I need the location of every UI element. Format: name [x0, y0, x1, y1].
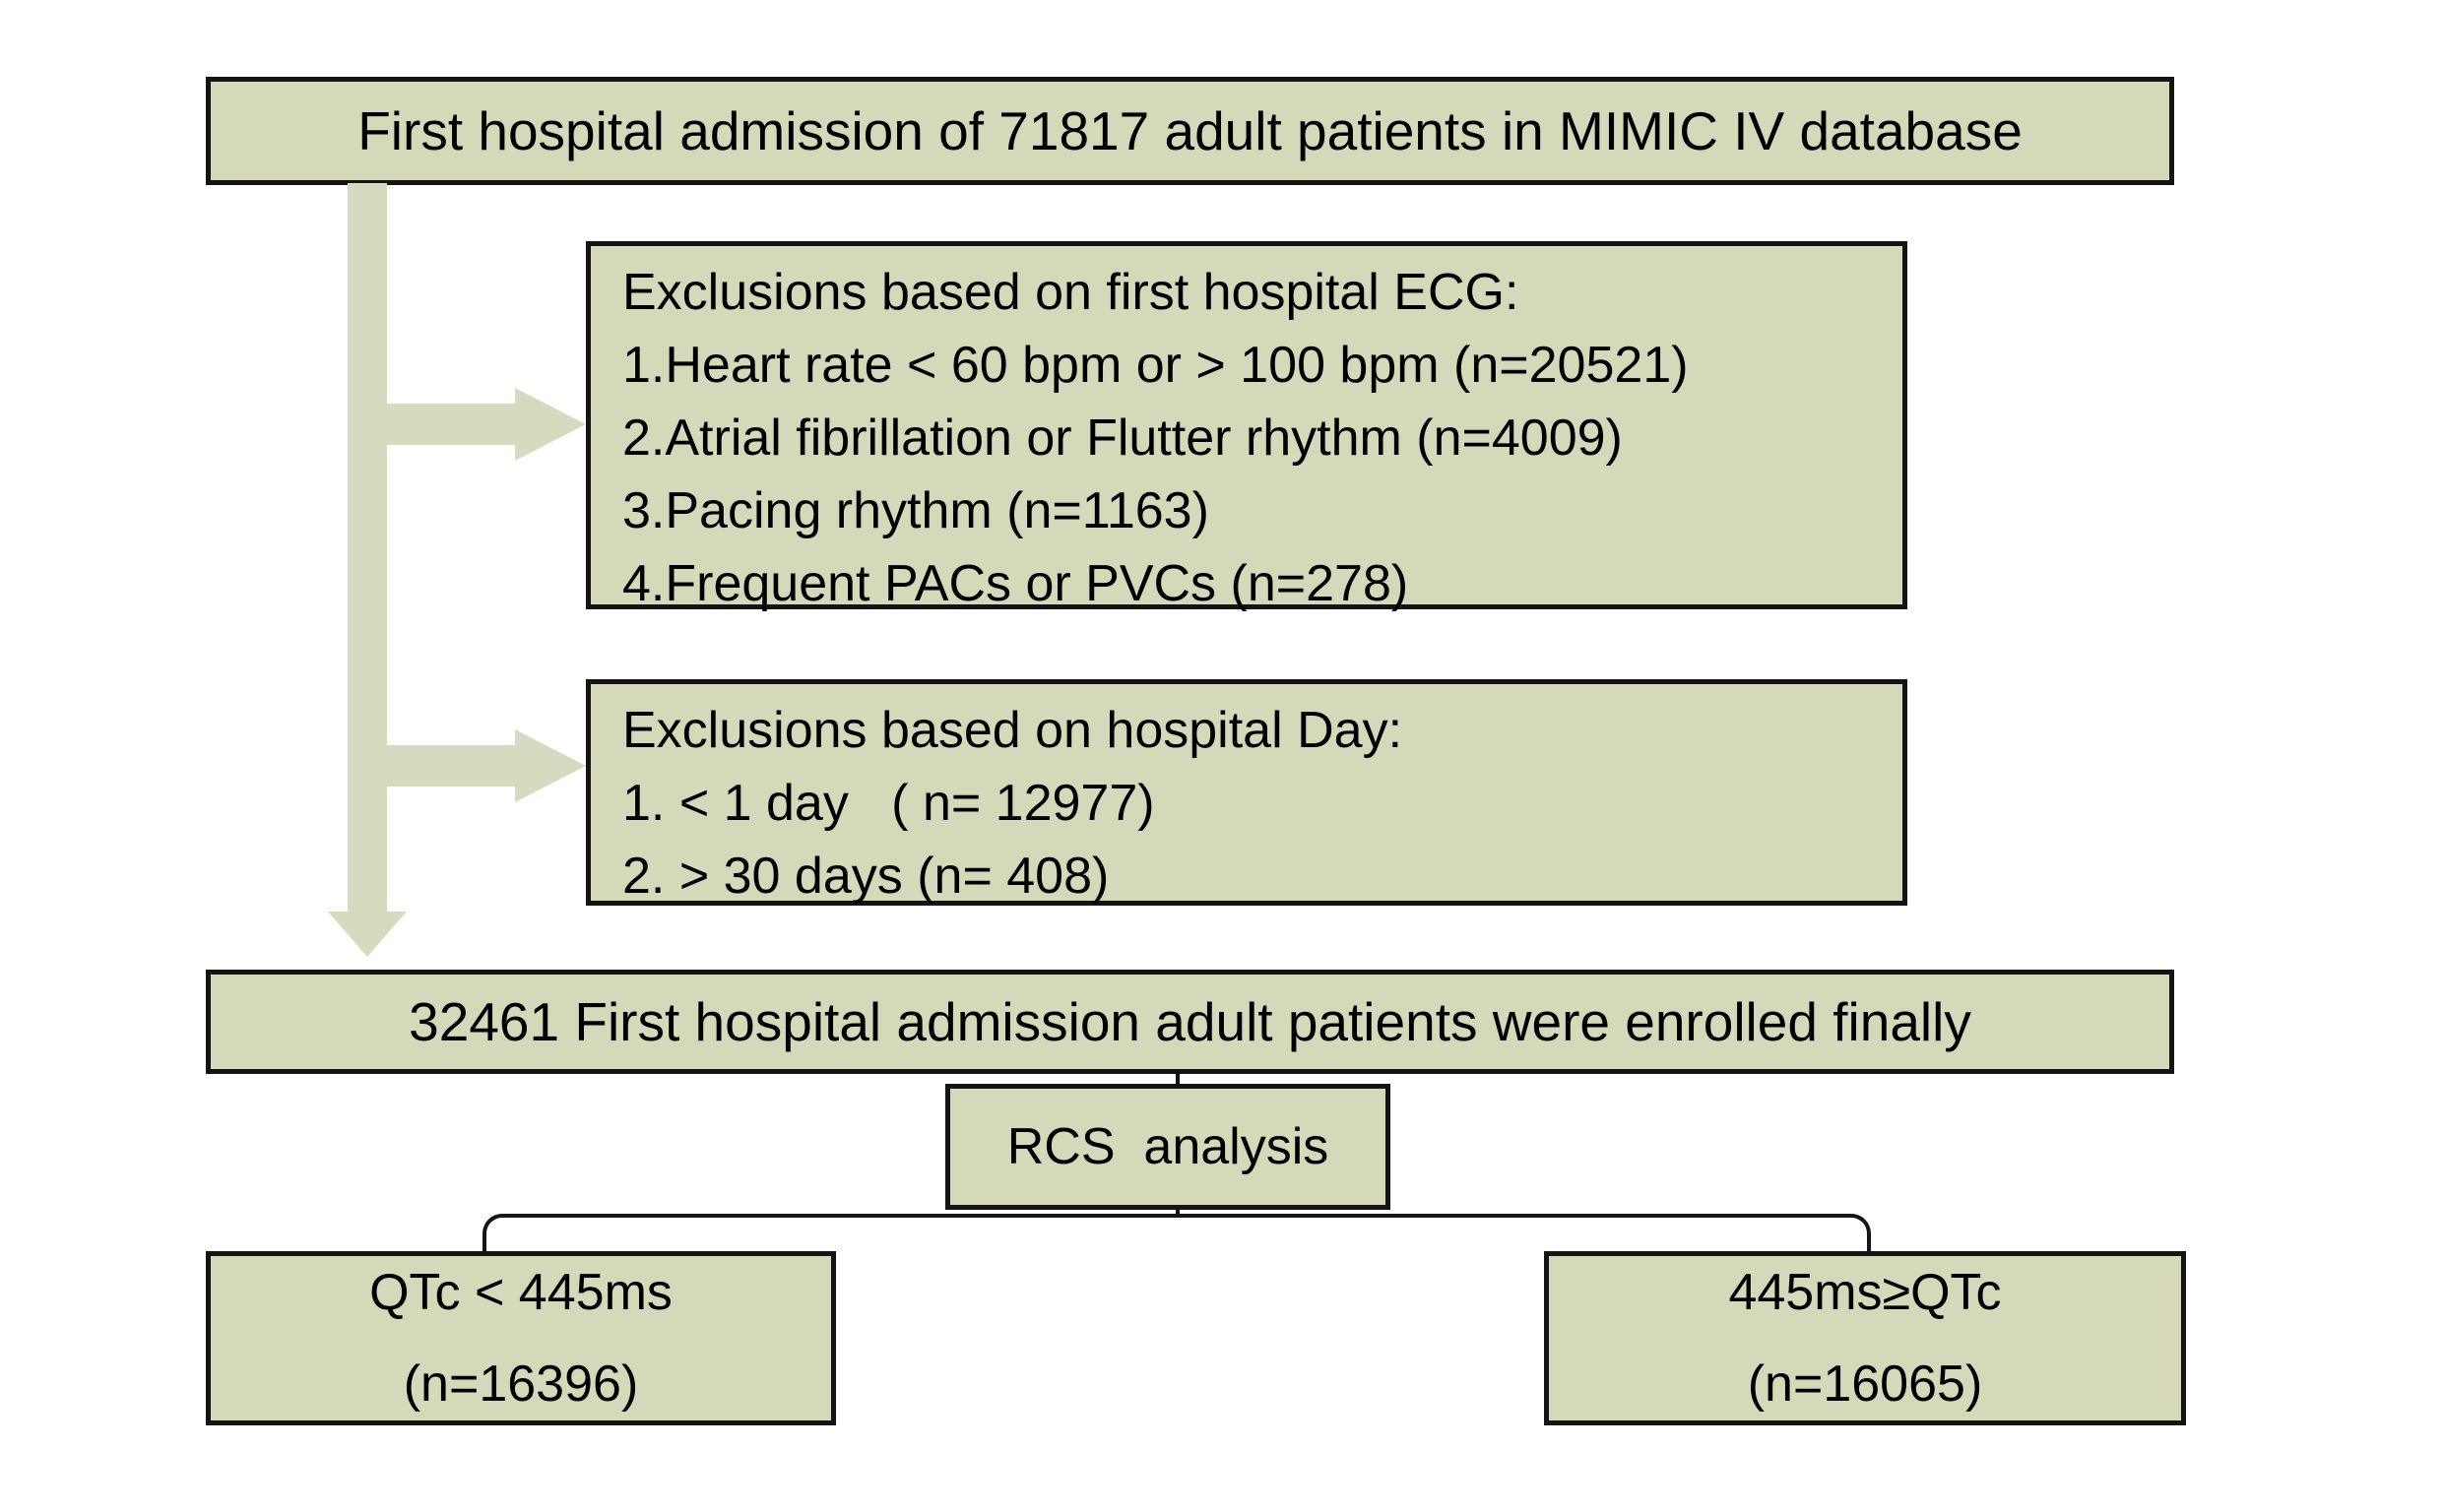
- ecg-exclusion-item-4: 4.Frequent PACs or PVCs (n=278): [622, 555, 1409, 612]
- box-first-admission-label: First hospital admission of 71817 adult …: [357, 100, 2023, 161]
- right-arrow-icon-day: [515, 729, 586, 802]
- box-qtc-low-line1: QTc < 445ms: [369, 1263, 673, 1321]
- box-qtc-high: 445ms≥QTc (n=16065): [1544, 1251, 2186, 1425]
- connector-rcs-to-bracket: [1176, 1208, 1180, 1216]
- box-first-admission: First hospital admission of 71817 adult …: [206, 77, 2174, 185]
- right-arrow-icon-ecg: [515, 388, 586, 461]
- box-rcs-label: RCS analysis: [1006, 1118, 1329, 1175]
- connector-enrolled-to-rcs: [1176, 1072, 1180, 1086]
- ecg-exclusions-title: Exclusions based on first hospital ECG:: [622, 264, 1519, 321]
- ecg-exclusion-item-2: 2.Atrial fibrillation or Flutter rhythm …: [622, 410, 1623, 467]
- ecg-exclusion-item-3: 3.Pacing rhythm (n=1163): [622, 482, 1209, 539]
- box-qtc-high-line1: 445ms≥QTc: [1728, 1263, 2002, 1321]
- branch-arrow-day-stem: [387, 745, 515, 787]
- day-exclusion-item-1: 1. < 1 day ( n= 12977): [622, 775, 1155, 832]
- ecg-exclusion-item-1: 1.Heart rate < 60 bpm or > 100 bpm (n=20…: [622, 337, 1689, 394]
- box-enrolled-patients: 32461 First hospital admission adult pat…: [206, 970, 2174, 1074]
- branch-arrow-ecg-stem: [387, 404, 515, 445]
- down-arrow-stem: [348, 183, 387, 912]
- box-qtc-low-line2: (n=16396): [403, 1354, 639, 1413]
- box-rcs-analysis: RCS analysis: [945, 1084, 1390, 1210]
- box-qtc-low: QTc < 445ms (n=16396): [206, 1251, 836, 1425]
- day-exclusions-title: Exclusions based on hospital Day:: [622, 702, 1403, 759]
- box-ecg-exclusions: Exclusions based on first hospital ECG: …: [586, 241, 1907, 612]
- day-exclusion-item-2: 2. > 30 days (n= 408): [622, 848, 1110, 905]
- box-qtc-high-line2: (n=16065): [1747, 1354, 1983, 1413]
- box-day-exclusions: Exclusions based on hospital Day: 1. < 1…: [586, 679, 1907, 906]
- down-arrow-icon: [328, 912, 407, 957]
- split-bracket-connector: [482, 1214, 1871, 1251]
- box-enrolled-label: 32461 First hospital admission adult pat…: [409, 991, 1971, 1052]
